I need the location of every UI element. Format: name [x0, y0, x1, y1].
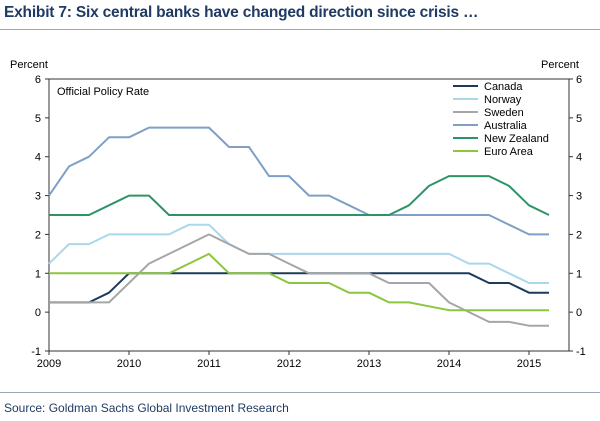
x-tick-label: 2009 — [37, 358, 61, 370]
y-axis-label-right: Percent — [541, 59, 579, 71]
source-note: Source: Goldman Sachs Global Investment … — [4, 401, 289, 415]
series-line-new-zealand — [49, 175, 550, 216]
x-tick-label: 2014 — [437, 358, 461, 370]
chart-title: Exhibit 7: Six central banks have change… — [4, 4, 479, 21]
y-tick-label-left: 1 — [35, 268, 41, 280]
y-tick-label-right: 3 — [576, 191, 582, 203]
y-tick-label-left: 3 — [35, 191, 41, 203]
series-line-sweden — [49, 233, 549, 327]
x-tick-label: 2011 — [197, 358, 221, 370]
y-tick-label-right: 4 — [576, 152, 582, 164]
inner-series-label: Official Policy Rate — [57, 86, 149, 98]
legend-label-new-zealand: New Zealand — [484, 133, 549, 145]
y-tick-label-right: 0 — [576, 307, 582, 319]
footer-divider — [0, 392, 600, 393]
y-tick-label-left: 4 — [35, 152, 41, 164]
y-tick-label-right: 6 — [576, 74, 582, 86]
x-tick-label: 2010 — [117, 358, 141, 370]
y-tick-label-right: 1 — [576, 268, 582, 280]
y-tick-label-right: 5 — [576, 113, 582, 125]
series-line-australia — [48, 126, 549, 236]
y-tick-label-right: 2 — [576, 229, 582, 241]
y-tick-label-left: 5 — [35, 113, 41, 125]
y-tick-label-left: 6 — [35, 74, 41, 86]
y-tick-label-right: -1 — [576, 346, 586, 358]
legend-label-euro-area: Euro Area — [484, 146, 534, 158]
axis-ticks: -1 -1 0 0 1 1 2 2 3 3 4 4 5 5 6 6 2009 2010 2011 2012 2013 20… — [31, 74, 586, 370]
y-tick-label-left: 0 — [35, 307, 41, 319]
series-line-norway — [48, 223, 549, 284]
legend-label-sweden: Sweden — [484, 107, 524, 119]
series-line-euro-area — [49, 252, 549, 312]
x-tick-label: 2015 — [517, 358, 541, 370]
y-tick-label-left: -1 — [31, 346, 41, 358]
legend-label-canada: Canada — [484, 81, 523, 93]
legend-label-australia: Australia — [484, 120, 528, 132]
x-tick-label: 2013 — [357, 358, 381, 370]
legend-label-norway: Norway — [484, 94, 522, 106]
title-divider — [0, 29, 600, 30]
series-lines — [48, 126, 550, 327]
y-tick-label-left: 2 — [35, 229, 41, 241]
x-tick-label: 2012 — [277, 358, 301, 370]
y-axis-label-left: Percent — [10, 59, 48, 71]
